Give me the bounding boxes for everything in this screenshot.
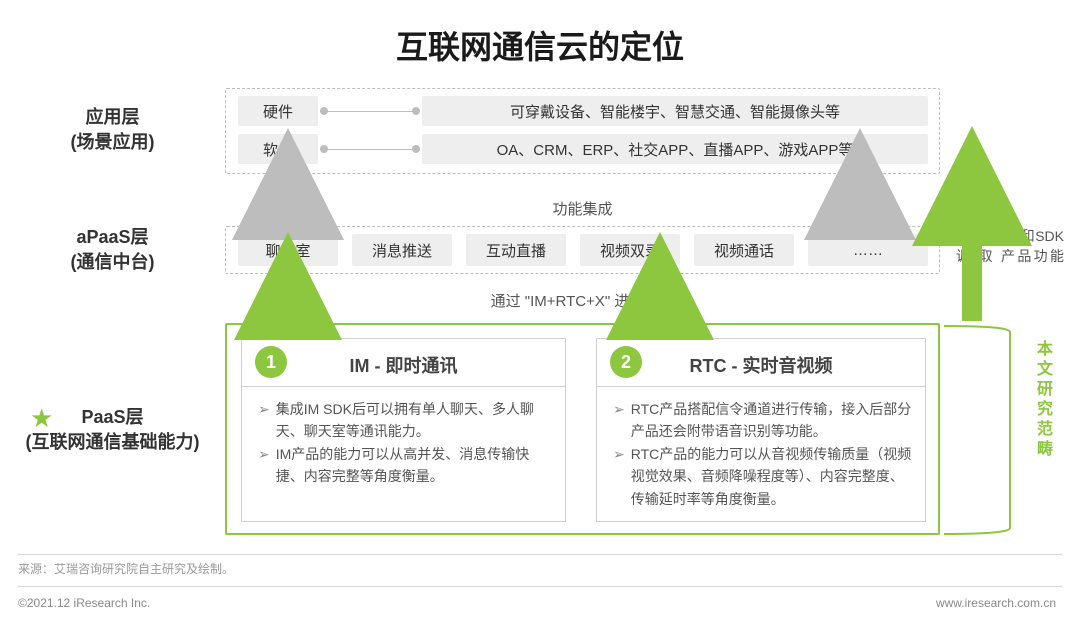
app-sw-content: OA、CRM、ERP、社交APP、直播APP、游戏APP等 xyxy=(422,134,928,164)
sw-connector-dot-l xyxy=(320,145,328,153)
footer-left: ©2021.12 iResearch Inc. xyxy=(18,596,150,610)
apaas-tag-5: …… xyxy=(808,234,928,266)
apaas-tag-3: 视频双录 xyxy=(580,234,680,266)
paas-card-im-div xyxy=(241,386,566,387)
app-hw-content: 可穿戴设备、智能楼宇、智慧交通、智能摄像头等 xyxy=(422,96,928,126)
source-divider xyxy=(18,554,1062,555)
left-label-app: 应用层 (场景应用) xyxy=(0,105,225,155)
hw-connector xyxy=(320,111,420,112)
left-label-app-l2: (场景应用) xyxy=(0,130,225,155)
card2-title: RTC - 实时音视频 xyxy=(596,352,926,378)
diagram-canvas: 互联网通信云的定位 应用层 (场景应用) aPaaS层 (通信中台) ★ Paa… xyxy=(0,0,1080,625)
left-label-apaas-l2: (通信中台) xyxy=(0,250,225,275)
left-label-apaas: aPaaS层 (通信中台) xyxy=(0,225,225,275)
card1-title: IM - 即时通讯 xyxy=(241,352,566,378)
bullet-arrow-icon: ➢ xyxy=(613,443,625,510)
app-sw-tag: 软件 xyxy=(238,134,318,164)
card1-b1: IM产品的能力可以从高并发、消息传输快捷、内容完整等角度衡量。 xyxy=(276,443,554,488)
left-label-apaas-l1: aPaaS层 xyxy=(0,225,225,250)
left-label-paas: PaaS层 (互联网通信基础能力) xyxy=(0,405,225,455)
bullet-arrow-icon: ➢ xyxy=(258,443,270,488)
left-label-app-l1: 应用层 xyxy=(0,105,225,130)
source-text: 来源：艾瑞咨询研究院自主研究及绘制。 xyxy=(18,560,234,577)
app-hw-tag: 硬件 xyxy=(238,96,318,126)
apaas-tag-0: 聊天室 xyxy=(238,234,338,266)
sw-connector-dot-r xyxy=(412,145,420,153)
hw-connector-dot-l xyxy=(320,107,328,115)
apaas-tag-4: 视频通话 xyxy=(694,234,794,266)
right-vertical-label: 本文研究范畴 xyxy=(1030,340,1054,460)
apaas-tag-2: 互动直播 xyxy=(466,234,566,266)
card2-b1: RTC产品的能力可以从音视频传输质量（视频视觉效果、音频降噪程度等）、内容完整度… xyxy=(631,443,915,510)
right-note: 通 过 API 和SDK 调 取 产品功能 xyxy=(956,226,1064,267)
left-label-paas-l2: (互联网通信基础能力) xyxy=(0,430,225,455)
page-title: 互联网通信云的定位 xyxy=(0,22,1080,68)
hw-connector-dot-r xyxy=(412,107,420,115)
card1-b0: 集成IM SDK后可以拥有单人聊天、多人聊天、聊天室等通讯能力。 xyxy=(276,398,554,443)
apaas-tag-1: 消息推送 xyxy=(352,234,452,266)
footer-right: www.iresearch.com.cn xyxy=(936,596,1056,610)
bullet-arrow-icon: ➢ xyxy=(613,398,625,443)
sw-connector xyxy=(320,149,420,150)
card1-bullets: ➢集成IM SDK后可以拥有单人聊天、多人聊天、聊天室等通讯能力。 ➢IM产品的… xyxy=(258,398,554,488)
caption-function-integration: 功能集成 xyxy=(225,198,940,219)
card2-bullets: ➢RTC产品搭配信令通道进行传输，接入后部分产品还会附带语音识别等功能。 ➢RT… xyxy=(613,398,915,510)
card2-b0: RTC产品搭配信令通道进行传输，接入后部分产品还会附带语音识别等功能。 xyxy=(631,398,915,443)
left-label-paas-l1: PaaS层 xyxy=(0,405,225,430)
footer-divider xyxy=(18,586,1062,587)
paas-card-rtc-div xyxy=(596,386,926,387)
caption-imrtcx: 通过 "IM+RTC+X" 进行封装 xyxy=(225,290,940,311)
bullet-arrow-icon: ➢ xyxy=(258,398,270,443)
